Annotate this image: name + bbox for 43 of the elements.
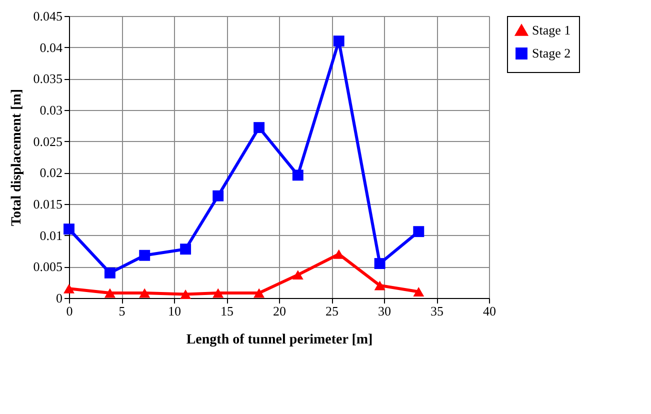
x-tick-label: 30	[378, 304, 391, 318]
x-tick-label: 15	[220, 304, 234, 318]
point	[64, 224, 74, 235]
point	[139, 250, 150, 261]
point	[413, 286, 424, 296]
y-tick-label: 0.01	[40, 228, 62, 243]
point	[374, 280, 386, 290]
legend-label: Stage 1	[532, 22, 571, 38]
y-tick-label: 0.035	[33, 71, 62, 86]
y-tick-label: 0.025	[33, 134, 62, 149]
x-axis-title: Length of tunnel perimeter [m]	[186, 332, 373, 348]
y-tick-label: 0.03	[40, 102, 62, 118]
point	[180, 289, 192, 299]
x-tick-label: 10	[168, 304, 181, 318]
point	[333, 36, 344, 47]
y-tick-label: 0.005	[33, 259, 62, 274]
point	[139, 288, 150, 298]
point	[64, 284, 74, 294]
point	[254, 288, 265, 298]
y-tick-label: 0.015	[33, 196, 62, 212]
x-tick-label: 0	[66, 304, 73, 318]
point	[333, 249, 344, 259]
point	[104, 288, 116, 298]
y-tick-label: 0.045	[33, 8, 62, 24]
y-tick-label: 0	[56, 290, 62, 306]
y-tick-label: 0.02	[40, 165, 62, 180]
point	[413, 226, 424, 238]
point	[212, 190, 224, 202]
y-axis-title: Total displacement [m]	[9, 88, 24, 226]
point	[374, 258, 386, 270]
point	[180, 244, 192, 255]
point	[104, 267, 116, 278]
x-tick-label: 20	[273, 304, 286, 318]
point	[254, 122, 265, 134]
y-tick-label: 0.04	[40, 40, 63, 55]
point	[212, 288, 224, 298]
x-tick-label: 35	[430, 304, 444, 318]
legend-label: Stage 2	[532, 46, 571, 60]
point	[292, 170, 304, 181]
x-tick-label: 25	[326, 304, 338, 318]
x-tick-label: 40	[483, 304, 496, 318]
point	[292, 270, 304, 280]
x-tick-label: 5	[118, 304, 126, 318]
